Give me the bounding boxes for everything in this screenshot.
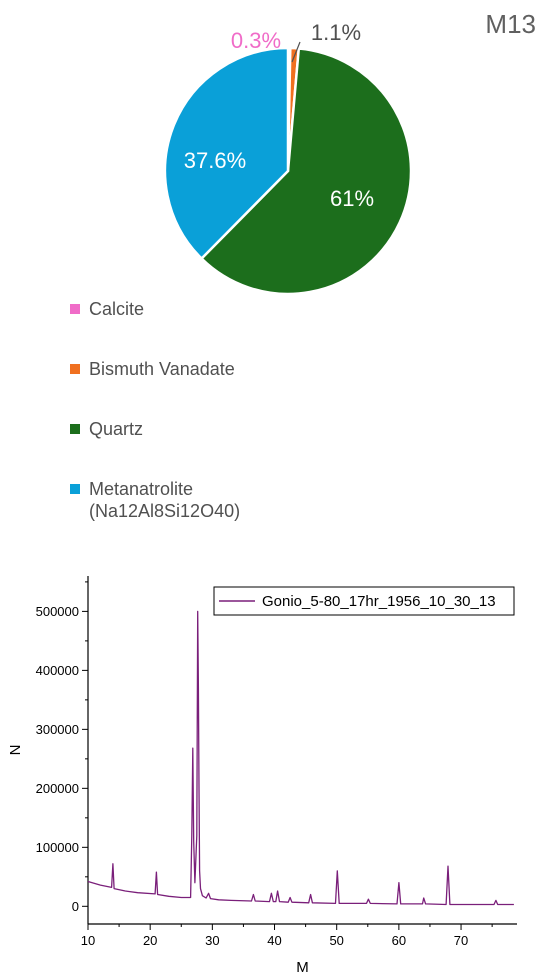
y-tick-label: 300000: [36, 722, 79, 737]
y-tick-label: 400000: [36, 663, 79, 678]
series-line: [87, 610, 514, 906]
x-axis-label: M: [296, 959, 309, 976]
y-axis-label: N: [7, 745, 24, 756]
pie-leader-line: [291, 41, 301, 63]
pie-legend: Calcite Bismuth Vanadate Quartz Metanatroli…: [70, 298, 370, 560]
legend-swatch: [70, 364, 80, 374]
y-tick-label: 100000: [36, 840, 79, 855]
pie-slice-metanatrolite: [163, 46, 290, 261]
pie-data-label: 37.6%: [184, 148, 246, 173]
legend-label: Calcite: [89, 299, 145, 319]
line-legend-label: Gonio_5-80_17hr_1956_10_30_13: [262, 593, 496, 610]
x-tick-label: 40: [267, 933, 281, 948]
y-tick-label: 500000: [36, 604, 79, 619]
x-tick-label: 50: [329, 933, 343, 948]
y-tick-label: 0: [72, 899, 79, 914]
legend-label: Metanatrolite (Na12Al8Si12O40): [89, 479, 241, 521]
legend-item: Metanatrolite (Na12Al8Si12O40): [70, 478, 370, 522]
line-legend-box: [213, 586, 515, 616]
legend-swatch: [70, 484, 80, 494]
x-tick-label: 70: [454, 933, 468, 948]
pie-data-label: 1.1%: [311, 20, 361, 45]
x-tick-label: 30: [205, 933, 219, 948]
legend-item: Calcite: [70, 298, 370, 320]
pie-title: M13: [485, 9, 536, 39]
x-tick-label: 10: [81, 933, 95, 948]
pie-data-label: 0.3%: [231, 28, 281, 53]
x-tick-label: 20: [143, 933, 157, 948]
x-tick-label: 60: [392, 933, 406, 948]
y-tick-label: 200000: [36, 781, 79, 796]
legend-item: Quartz: [70, 418, 370, 440]
pie-slice-quartz: [199, 47, 413, 296]
legend-item: Bismuth Vanadate: [70, 358, 370, 380]
legend-label: Quartz: [89, 419, 144, 439]
legend-label: Bismuth Vanadate: [89, 359, 235, 379]
legend-swatch: [70, 304, 80, 314]
pie-chart: M13 0.3% 1.1% 61% 37.6%: [163, 9, 536, 296]
pie-data-label: 61%: [330, 186, 374, 211]
legend-swatch: [70, 424, 80, 434]
